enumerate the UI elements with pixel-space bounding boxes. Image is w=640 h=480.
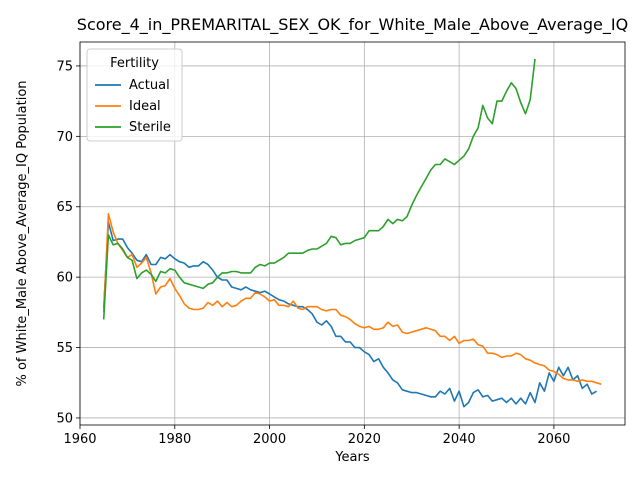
- legend-entries: Actual Ideal Sterile: [95, 78, 171, 135]
- series-line-actual: [102, 221, 598, 408]
- series-lines: [102, 58, 602, 408]
- y-tick-label: 65: [56, 200, 73, 215]
- legend-label-sterile: Sterile: [129, 120, 171, 135]
- grid: [79, 42, 625, 425]
- x-tick-label: 1980: [158, 432, 191, 447]
- y-tick-label: 75: [56, 59, 73, 74]
- x-tick-label: 2040: [443, 432, 476, 447]
- x-axis-label: Years: [334, 450, 370, 465]
- legend-title: Fertility: [110, 56, 159, 71]
- y-tick-label: 55: [56, 341, 73, 356]
- x-tick-label: 2000: [253, 432, 286, 447]
- y-axis-label: % of White_Male Above_Average_IQ Populat…: [15, 80, 30, 386]
- series-line-sterile: [102, 58, 536, 320]
- y-tick-label: 70: [56, 130, 73, 145]
- y-tick-label: 60: [56, 271, 73, 286]
- chart-title: Score_4_in_PREMARITAL_SEX_OK_for_White_M…: [77, 15, 628, 35]
- y-tick-label: 50: [56, 411, 73, 426]
- x-tick-label: 2060: [537, 432, 570, 447]
- x-tick-label: 1960: [63, 432, 96, 447]
- legend-label-actual: Actual: [129, 78, 170, 93]
- series-line-ideal: [102, 213, 602, 385]
- legend: Fertility Actual Ideal Sterile: [86, 48, 183, 142]
- legend-label-ideal: Ideal: [129, 99, 161, 114]
- axis-ticks: 1960 1980 2000 2020 2040 2060 50 55 60 65 70 75: [56, 59, 570, 447]
- legend-box: [86, 48, 183, 142]
- x-tick-label: 2020: [348, 432, 381, 447]
- plot-frame: [79, 41, 626, 426]
